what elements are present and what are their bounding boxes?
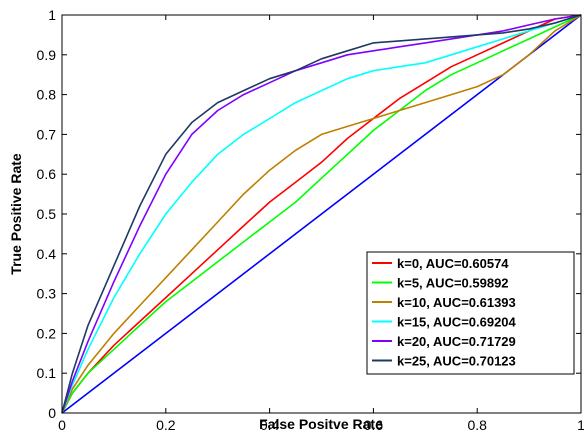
legend-label-4: k=20, AUC=0.71729 <box>397 334 516 349</box>
series-line-5 <box>61 14 582 414</box>
legend: k=0, AUC=0.60574 k=5, AUC=0.59892 k=10, AU… <box>366 251 575 375</box>
y-tick-label: 0.9 <box>37 47 57 63</box>
y-tick-label: 1 <box>48 7 56 23</box>
y-tick-label: 0.7 <box>37 126 57 142</box>
x-tick-label: 0.6 <box>364 417 384 432</box>
series-line-3 <box>61 14 582 414</box>
y-tick-label: 0.2 <box>37 325 57 341</box>
legend-label-5: k=25, AUC=0.70123 <box>397 354 516 369</box>
x-tick-label: 0.8 <box>467 417 487 432</box>
y-tick-label: 0.5 <box>37 206 57 222</box>
legend-box <box>366 251 575 375</box>
legend-items: k=0, AUC=0.60574 k=5, AUC=0.59892 k=10, AU… <box>372 256 517 369</box>
y-tick-label: 0.4 <box>37 246 57 262</box>
x-tick-label: 1 <box>577 417 584 432</box>
y-tick-label: 0 <box>48 405 56 421</box>
legend-label-1: k=5, AUC=0.59892 <box>397 276 509 291</box>
x-axis-title: False Positve Rate <box>259 416 383 432</box>
series-layer <box>61 14 582 414</box>
y-tick-label: 0.6 <box>37 166 57 182</box>
x-tick-label: 0.4 <box>260 417 280 432</box>
x-tick-label: 0 <box>58 417 66 432</box>
legend-label-2: k=10, AUC=0.61393 <box>397 295 516 310</box>
x-axis-ticks: 0 0.2 0.4 0.6 0.8 1 <box>58 15 584 432</box>
legend-label-3: k=15, AUC=0.69204 <box>397 315 517 330</box>
diagonal-layer <box>61 14 582 414</box>
y-tick-label: 0.8 <box>37 87 57 103</box>
legend-label-0: k=0, AUC=0.60574 <box>397 256 509 271</box>
y-axis-ticks: 0 0.1 0.2 0.3 0.4 0.5 0.6 0.7 0.8 0.9 1 <box>37 7 581 421</box>
y-tick-label: 0.3 <box>37 286 57 302</box>
series-line-4 <box>61 14 582 414</box>
diagonal-line <box>61 14 582 414</box>
series-line-0 <box>61 14 582 414</box>
y-tick-label: 0.1 <box>37 365 57 381</box>
y-axis-title: True Positive Rate <box>8 153 24 275</box>
series-line-1 <box>61 14 582 414</box>
series-line-2 <box>61 14 582 414</box>
x-tick-label: 0.2 <box>156 417 176 432</box>
